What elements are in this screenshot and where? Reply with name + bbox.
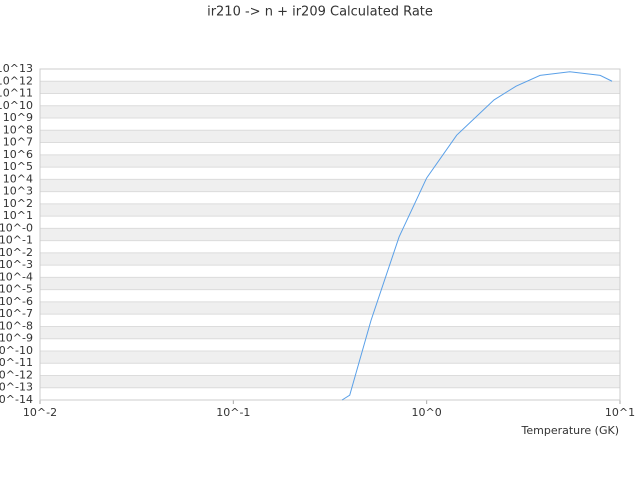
x-tick-label: 10^0 [412,406,442,419]
y-tick-label: 10^12 [0,74,33,87]
y-tick-label: 10^10 [0,99,33,112]
y-tick-label: 10^-9 [0,332,33,345]
grid-band [40,228,620,241]
x-tick-label: 10^-2 [23,406,57,419]
grid-band [40,154,620,168]
grid-band [40,375,620,388]
y-tick-label: 10^-14 [0,393,33,406]
y-tick-label: 10^8 [3,123,33,136]
y-tick-label: 10^5 [3,160,33,173]
x-axis-label: Temperature (GK) [521,424,620,437]
y-tick-label: 10^-10 [0,344,33,357]
y-tick-label: 10^-7 [0,307,33,320]
grid-band [40,130,620,143]
y-tick-label: 10^2 [3,197,33,210]
y-tick-label: 10^3 [3,185,33,198]
y-tick-label: 10^-11 [0,356,33,369]
y-tick-label: 10^-6 [0,295,33,308]
grid-band [40,326,620,339]
y-tick-label: 10^7 [3,136,33,149]
grid-band [40,301,620,315]
grid-band [40,277,620,290]
grid-band [40,252,620,266]
x-tick-label: 10^1 [605,406,635,419]
y-tick-label: 10^-3 [0,258,33,271]
x-tick-label: 10^-1 [216,406,250,419]
grid-band [40,105,620,119]
grid-band [40,203,620,217]
y-tick-label: 10^-12 [0,368,33,381]
y-tick-label: 10^-2 [0,246,33,259]
data-line [341,71,613,401]
y-tick-label: 10^13 [0,62,33,75]
y-tick-label: 10^-0 [0,221,33,234]
y-tick-label: 10^-13 [0,381,33,394]
y-tick-label: 10^6 [3,148,33,161]
y-tick-label: 10^-1 [0,234,33,247]
y-tick-label: 10^-5 [0,283,33,296]
y-tick-label: 10^11 [0,87,33,100]
y-tick-label: 10^-8 [0,319,33,332]
y-tick-label: 10^-4 [0,270,33,283]
grid-band [40,350,620,364]
plot-frame [39,68,621,401]
y-tick-label: 10^4 [3,172,33,185]
grid-band [40,179,620,192]
y-tick-label: 10^1 [3,209,33,222]
grid-band [40,81,620,94]
y-tick-label: 10^9 [3,111,33,124]
chart-title: ir210 -> n + ir209 Calculated Rate [207,5,433,20]
